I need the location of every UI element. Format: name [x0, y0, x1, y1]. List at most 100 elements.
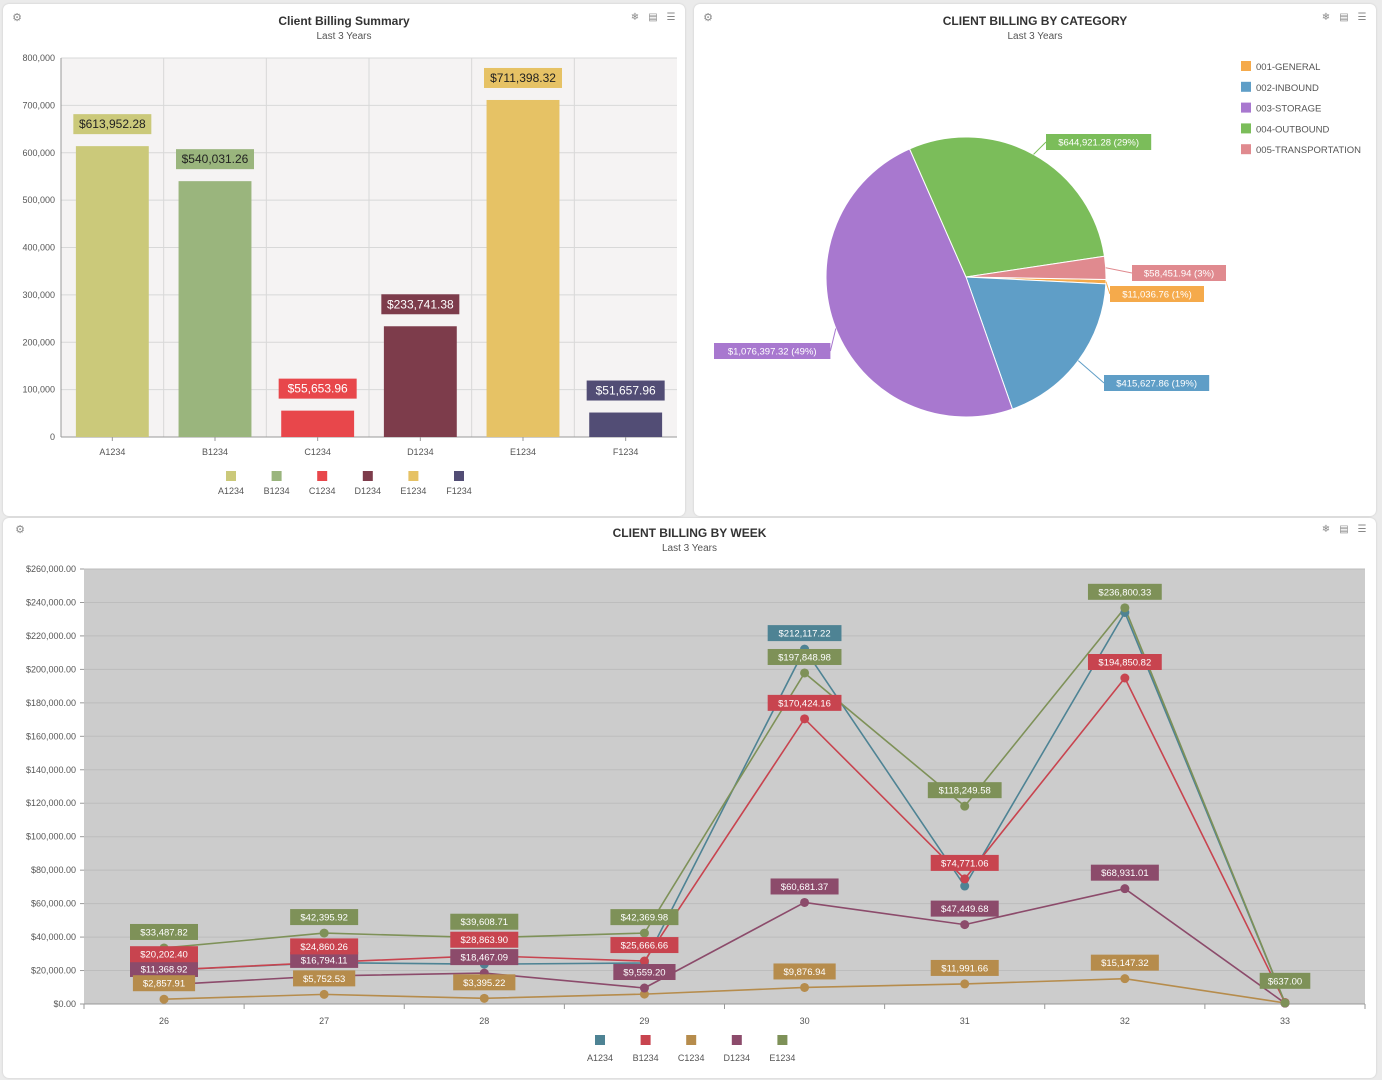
- legend-swatch: [686, 1035, 697, 1045]
- line-data-label: $68,931.01: [1101, 868, 1149, 879]
- line-label-box: [290, 938, 359, 955]
- line-data-label: $5,752.53: [303, 974, 345, 985]
- pie-label-box: [1110, 286, 1204, 302]
- client-billing-by-week-panel: ⚙ CLIENT BILLING BY WEEK Last 3 Years ❄ …: [3, 518, 1376, 1078]
- pie-data-label: $58,451.94 (3%): [1144, 269, 1214, 280]
- pie-leader-line: [829, 328, 837, 352]
- data-point: [639, 928, 649, 938]
- calendar-icon[interactable]: ▤: [1339, 524, 1349, 535]
- pie-label-box: [1046, 134, 1152, 150]
- line-data-label: $25,666.66: [621, 941, 669, 952]
- legend-label: D1234: [355, 486, 382, 496]
- y-tick-label: 0: [50, 432, 55, 442]
- weekly-subtitle: Last 3 Years: [661, 543, 718, 554]
- snowflake-icon[interactable]: ❄: [1321, 524, 1331, 535]
- y-tick-label: $220,000.00: [26, 631, 76, 641]
- line-label-box: [613, 964, 676, 981]
- line-label-box: [290, 951, 359, 968]
- y-tick-label: 200,000: [22, 337, 55, 347]
- y-tick-label: $180,000.00: [26, 698, 76, 708]
- x-tick-label: 27: [319, 1016, 329, 1026]
- data-point: [1280, 998, 1290, 1008]
- bar-data-label: $233,741.38: [387, 297, 454, 311]
- line-data-label: $20,202.40: [140, 950, 188, 961]
- line-data-label: $194,850.82: [1098, 657, 1151, 668]
- x-tick-label: 26: [159, 1016, 169, 1026]
- data-point: [960, 881, 970, 891]
- weekly-title: CLIENT BILLING BY WEEK: [612, 526, 767, 540]
- filter-icon[interactable]: ☰: [1357, 12, 1367, 23]
- line-data-label: $3,395.22: [463, 978, 505, 989]
- line-label-box: [1090, 954, 1159, 971]
- x-tick-label: A1234: [99, 447, 125, 457]
- line-data-label: $42,395.92: [300, 913, 348, 924]
- legend-swatch: [317, 471, 328, 481]
- line-label-box: [930, 959, 999, 976]
- pie-label-box: [1104, 375, 1210, 391]
- y-tick-label: $40,000.00: [31, 932, 76, 942]
- legend-swatch: [362, 471, 373, 481]
- line-label-box: [130, 960, 198, 977]
- line-data-label: $637.00: [1268, 976, 1302, 987]
- line-data-label: $42,369.98: [621, 913, 669, 924]
- snowflake-icon[interactable]: ❄: [630, 12, 640, 23]
- line-label-box: [450, 931, 519, 948]
- x-tick-label: 32: [1120, 1016, 1130, 1026]
- legend-label: 003-STORAGE: [1256, 104, 1321, 115]
- bar-data-label: $613,952.28: [79, 117, 146, 131]
- legend-label: F1234: [446, 486, 472, 496]
- bar-label-box: [176, 149, 254, 170]
- line-data-label: $60,681.37: [781, 882, 829, 893]
- bar-label-box: [484, 67, 562, 88]
- x-tick-label: 33: [1280, 1016, 1290, 1026]
- y-tick-label: 700,000: [22, 100, 55, 110]
- line-label-box: [770, 878, 839, 895]
- pie-slice: [908, 136, 1106, 278]
- legend-swatch: [731, 1035, 742, 1045]
- pie-data-label: $644,921.28 (29%): [1058, 138, 1139, 149]
- calendar-icon[interactable]: ▤: [648, 12, 658, 23]
- line-data-label: $212,117.22: [779, 629, 831, 640]
- data-point: [960, 874, 970, 884]
- y-tick-label: 500,000: [22, 195, 55, 205]
- y-tick-label: 300,000: [22, 290, 55, 300]
- bar: [178, 181, 252, 437]
- legend-label: B1234: [264, 486, 290, 496]
- filter-icon[interactable]: ☰: [666, 12, 676, 23]
- y-tick-label: 800,000: [22, 53, 55, 63]
- series-line: [163, 606, 1286, 1004]
- x-tick-label: C1234: [304, 447, 331, 457]
- data-point: [1120, 673, 1130, 683]
- gear-icon[interactable]: ⚙: [703, 12, 713, 24]
- legend-swatch: [777, 1035, 788, 1045]
- bar: [281, 410, 355, 437]
- line-label-box: [930, 900, 999, 917]
- line-data-label: $236,800.33: [1098, 587, 1151, 598]
- legend-swatch: [640, 1035, 651, 1045]
- line-data-label: $9,559.20: [623, 968, 665, 979]
- data-point: [1120, 603, 1130, 613]
- calendar-icon[interactable]: ▤: [1339, 12, 1349, 23]
- bar-label-box: [278, 378, 357, 399]
- y-tick-label: 400,000: [22, 243, 55, 253]
- data-point: [1120, 884, 1130, 894]
- snowflake-icon[interactable]: ❄: [1321, 12, 1331, 23]
- bar: [486, 99, 560, 438]
- data-point: [159, 994, 169, 1004]
- data-point: [639, 956, 649, 966]
- line-label-box: [610, 937, 679, 954]
- line-label-box: [1259, 972, 1311, 989]
- y-tick-label: $60,000.00: [31, 899, 76, 909]
- filter-icon[interactable]: ☰: [1357, 524, 1367, 535]
- gear-icon[interactable]: ⚙: [12, 12, 22, 24]
- legend-label: 002-INBOUND: [1256, 83, 1319, 94]
- gear-icon[interactable]: ⚙: [15, 524, 25, 536]
- y-tick-label: $200,000.00: [26, 664, 76, 674]
- line-data-label: $18,467.09: [461, 953, 509, 964]
- y-tick-label: 600,000: [22, 148, 55, 158]
- pie-data-label: $415,627.86 (19%): [1116, 379, 1197, 390]
- line-label-box: [293, 970, 356, 987]
- legend-swatch: [595, 1035, 605, 1045]
- pie-leader-line: [1033, 141, 1047, 155]
- legend-label: A1234: [218, 486, 244, 496]
